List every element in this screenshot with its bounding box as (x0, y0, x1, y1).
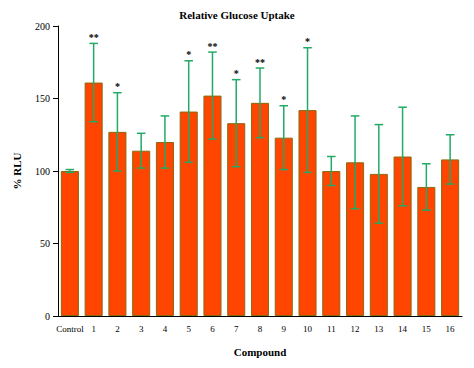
svg-text:**: ** (89, 32, 99, 43)
svg-text:% RLU: % RLU (11, 152, 23, 189)
svg-text:8: 8 (258, 324, 263, 334)
svg-text:3: 3 (139, 324, 144, 334)
svg-text:Control: Control (56, 324, 84, 334)
svg-text:*: * (186, 49, 191, 60)
svg-text:13: 13 (374, 324, 384, 334)
svg-text:12: 12 (351, 324, 360, 334)
svg-text:11: 11 (327, 324, 336, 334)
svg-text:*: * (305, 36, 310, 47)
svg-text:9: 9 (282, 324, 287, 334)
svg-text:*: * (281, 94, 286, 105)
svg-text:2: 2 (115, 324, 120, 334)
svg-text:7: 7 (234, 324, 239, 334)
svg-text:*: * (115, 81, 120, 92)
svg-text:0: 0 (45, 311, 50, 322)
svg-text:50: 50 (40, 238, 50, 249)
svg-text:Compound: Compound (234, 346, 287, 358)
svg-text:100: 100 (35, 166, 50, 177)
svg-text:**: ** (207, 41, 217, 52)
svg-text:5: 5 (186, 324, 191, 334)
svg-text:150: 150 (35, 93, 50, 104)
svg-text:16: 16 (446, 324, 456, 334)
svg-text:4: 4 (163, 324, 168, 334)
svg-text:15: 15 (422, 324, 432, 334)
svg-text:*: * (234, 68, 239, 79)
svg-text:200: 200 (35, 21, 50, 32)
svg-text:10: 10 (303, 324, 313, 334)
svg-text:**: ** (255, 57, 265, 68)
svg-text:1: 1 (91, 324, 96, 334)
svg-text:14: 14 (398, 324, 408, 334)
svg-text:Relative Glucose Uptake: Relative Glucose Uptake (179, 9, 295, 21)
svg-text:6: 6 (210, 324, 215, 334)
